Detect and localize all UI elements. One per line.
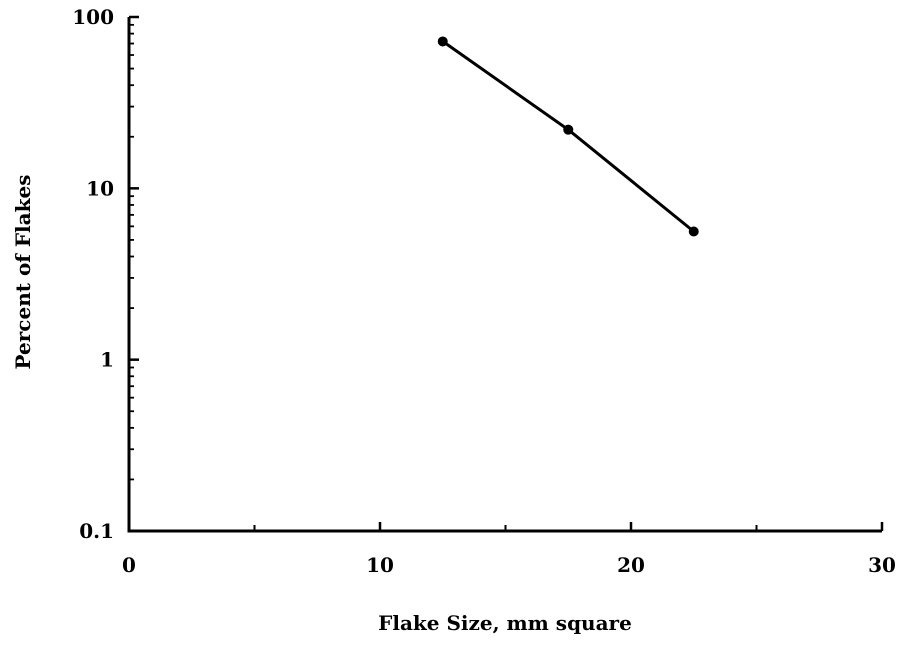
y-tick-label: 1 [100,348,114,372]
x-tick-label: 30 [868,553,896,577]
data-point [563,124,574,135]
y-tick-label: 0.1 [79,519,114,543]
data-point [437,36,448,47]
ticks: 0 10 20 30 0.1 1 10 100 [72,5,896,577]
y-tick-label: 100 [72,5,114,29]
y-tick-label: 10 [86,176,114,200]
data-point [688,226,699,237]
x-tick-label: 10 [366,553,394,577]
series [437,36,699,237]
x-tick-label: 0 [122,553,136,577]
x-axis-title: Flake Size, mm square [378,611,632,635]
x-tick-label: 20 [617,553,645,577]
y-axis-title: Percent of Flakes [11,175,35,370]
